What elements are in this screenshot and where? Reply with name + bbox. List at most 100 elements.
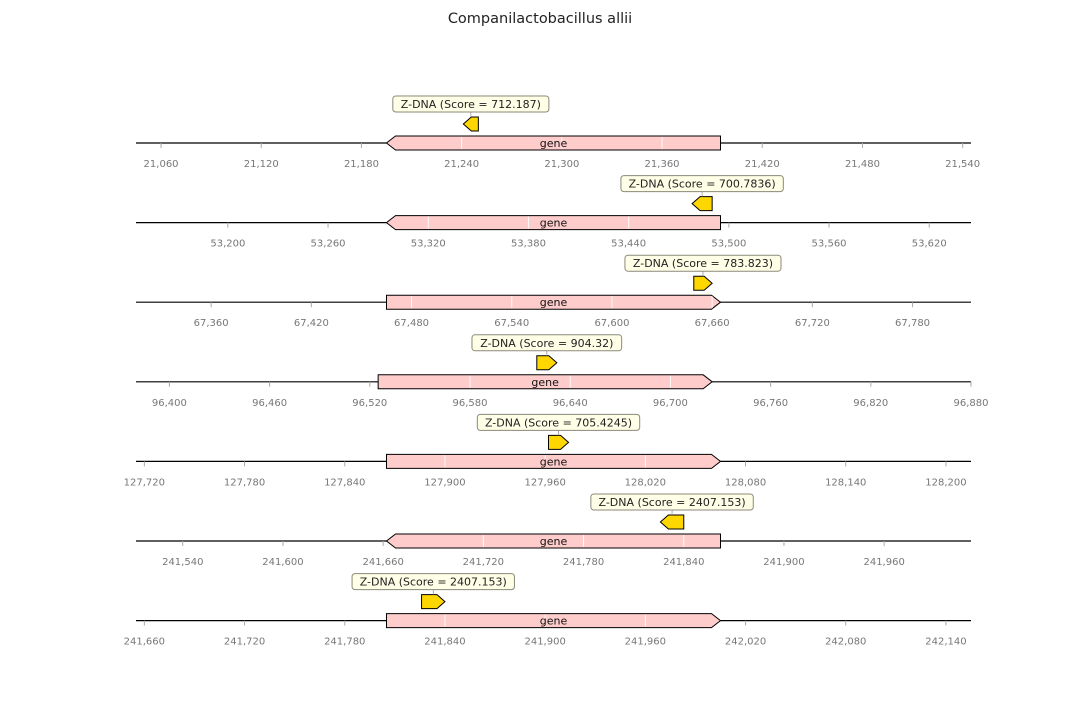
tick-label: 96,820 [853,398,888,409]
tick-label: 67,660 [695,318,730,329]
tick-label: 241,960 [863,557,904,568]
tick-label: 96,640 [553,398,588,409]
feature-label: Z-DNA (Score = 904.32) [480,337,613,350]
gene-label: gene [540,615,568,628]
gene-arrow [386,613,722,629]
gene-label: gene [540,137,568,150]
feature-label-box [392,95,550,113]
z-dna-feature-arrow [659,514,685,530]
track: 241,540 241,600 241,660 241,720 241,780 241,8… [136,493,971,568]
feature-label-box [471,334,623,352]
tick-label: 21,300 [544,159,579,170]
tick-label: 128,140 [825,477,866,488]
tick-label: 241,900 [763,557,804,568]
gene-label: gene [540,455,568,468]
tick-label: 241,720 [463,557,504,568]
tick-label: 53,320 [411,239,446,250]
tick-label: 96,880 [954,398,989,409]
z-dna-feature-arrow [536,355,558,371]
tick-label: 53,260 [311,239,346,250]
tick-label: 241,660 [362,557,403,568]
tick-label: 67,480 [394,318,429,329]
tick-label: 127,840 [324,477,365,488]
tick-label: 242,140 [925,637,966,648]
gene-label: gene [540,535,568,548]
tick-label: 242,080 [825,637,866,648]
feature-label: Z-DNA (Score = 712.187) [401,98,541,111]
tick-label: 67,720 [795,318,830,329]
feature-label: Z-DNA (Score = 705.4245) [485,416,632,429]
tick-label: 67,780 [895,318,930,329]
gene-arrow [385,533,721,549]
tick-label: 242,020 [725,637,766,648]
tick-label: 53,440 [611,239,646,250]
tick-label: 53,200 [210,239,245,250]
tick-label: 128,020 [625,477,666,488]
track: 53,200 53,260 53,320 53,380 53,440 53,500 53,5… [136,175,971,250]
gene-label: gene [531,376,559,389]
tick-label: 53,500 [711,239,746,250]
z-dna-feature-arrow [547,434,570,450]
tick-label: 67,540 [494,318,529,329]
z-dna-feature-arrow [421,594,446,610]
feature-label-box [351,573,515,591]
feature-label-box [624,254,782,272]
tick-label: 128,080 [725,477,766,488]
tick-label: 67,360 [194,318,229,329]
tick-label: 53,380 [511,239,546,250]
tick-label: 67,600 [594,318,629,329]
track: 96,400 96,460 96,520 96,580 96,640 96,700 96,7… [136,334,989,409]
tick-label: 241,780 [563,557,604,568]
tick-label: 241,660 [124,637,165,648]
tick-label: 53,620 [912,239,947,250]
tick-label: 128,200 [925,477,966,488]
z-dna-feature-arrow [462,116,479,132]
tick-label: 241,780 [324,637,365,648]
tick-label: 241,600 [262,557,303,568]
tick-label: 96,700 [653,398,688,409]
feature-label: Z-DNA (Score = 783.823) [633,257,773,270]
tick-label: 96,580 [453,398,488,409]
tick-label: 241,900 [524,637,565,648]
track: 21,060 21,120 21,180 21,240 21,300 21,360 21,4… [136,95,980,170]
tick-label: 21,060 [144,159,179,170]
tick-label: 21,180 [344,159,379,170]
tick-label: 96,460 [252,398,287,409]
tick-label: 241,540 [162,557,203,568]
tick-label: 127,720 [124,477,165,488]
gene-arrow [386,294,722,310]
feature-label-box [476,413,641,431]
tick-label: 127,900 [424,477,465,488]
tick-label: 53,560 [812,239,847,250]
feature-label: Z-DNA (Score = 700.7836) [629,178,776,191]
z-dna-feature-arrow [691,196,713,212]
tick-label: 241,840 [663,557,704,568]
tick-label: 96,520 [352,398,387,409]
page-title: Companilactobacillus allii [447,11,633,27]
feature-label: Z-DNA (Score = 2407.153) [599,496,746,509]
z-dna-feature-arrow [693,275,713,291]
gene-arrow [386,453,722,469]
tick-label: 241,840 [424,637,465,648]
tick-label: 21,480 [845,159,880,170]
tick-label: 96,400 [152,398,187,409]
tick-label: 21,240 [444,159,479,170]
gene-arrow [385,215,721,231]
feature-label-box [620,175,784,193]
tick-label: 21,360 [645,159,680,170]
tick-label: 127,960 [524,477,565,488]
track: 67,360 67,420 67,480 67,540 67,600 67,660 67,7… [136,254,971,329]
track: 241,660 241,720 241,780 241,840 241,900 241,9… [124,573,971,648]
tick-label: 127,780 [224,477,265,488]
tick-label: 21,540 [945,159,980,170]
tick-label: 241,720 [224,637,265,648]
gene-label: gene [540,217,568,230]
tick-label: 241,960 [625,637,666,648]
feature-label-box [590,493,754,511]
tick-label: 21,420 [745,159,780,170]
tick-label: 67,420 [294,318,329,329]
gene-arrow [385,135,721,151]
gene-arrow [377,374,713,390]
tick-label: 96,760 [753,398,788,409]
